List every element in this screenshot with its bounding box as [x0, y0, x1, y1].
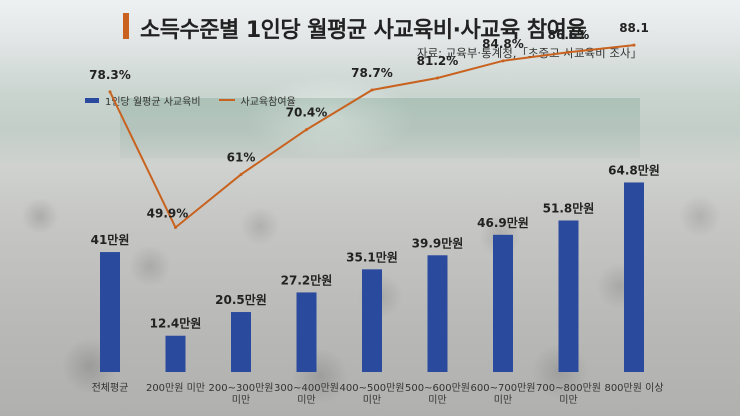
bar: [362, 269, 382, 372]
line-point: [174, 225, 177, 229]
line-value-label: 78.3%: [89, 68, 131, 82]
bar-value-label: 12.4만원: [150, 316, 202, 331]
bar: [100, 252, 120, 372]
x-tick-label: 전체평균: [92, 382, 129, 394]
x-tick-label: 미만: [559, 394, 577, 406]
bar: [427, 255, 448, 372]
bar-value-label: 27.2만원: [281, 272, 333, 287]
bar: [493, 234, 513, 372]
bar-group: [100, 182, 644, 372]
x-tick-label: 800만원 이상: [604, 382, 663, 394]
x-tick-label: 400~500만원: [340, 382, 405, 394]
line-group: [108, 43, 636, 230]
legend: 1인당 월평균 사교육비 사교육참여율: [85, 92, 296, 108]
line-point: [108, 90, 112, 94]
line-value-label: 78.7%: [351, 66, 393, 80]
bar-value-label: 51.8만원: [543, 200, 595, 215]
line-value-label: 61%: [227, 150, 256, 164]
line-value-label: 49.9%: [147, 206, 189, 220]
x-tick-label: 300~400만원: [274, 382, 339, 394]
x-tick-label: 600~700만원: [471, 382, 536, 394]
bar: [296, 292, 317, 372]
line-value-label: 81.2%: [417, 54, 459, 68]
bar-value-label: 41만원: [91, 232, 130, 247]
title-accent-bar: [123, 13, 129, 39]
x-tick-label: 700~800만원: [536, 382, 601, 394]
legend-label-line: 사교육참여율: [240, 96, 296, 108]
line-value-label: 84.8%: [482, 37, 524, 51]
line-point: [632, 43, 636, 47]
x-tick-label: 미만: [363, 394, 381, 406]
line-point: [239, 172, 243, 176]
background-board: [120, 98, 640, 158]
bar: [558, 220, 579, 372]
label-group: 41만원 12.4만원 20.5만원 27.2만원 35.1만원 39.9만원 46.9만원…: [89, 21, 660, 331]
bar-value-label: 46.9만원: [477, 215, 529, 230]
chart-title: 소득수준별 1인당 월평균 사교육비·사교육 참여율: [140, 18, 587, 43]
bar: [231, 312, 251, 372]
x-tick-label: 미만: [428, 394, 446, 406]
bar-value-label: 64.8만원: [608, 162, 660, 177]
legend-swatch-line: [218, 99, 235, 101]
x-tick-label: 200만원 미만: [146, 382, 205, 394]
line-point: [305, 128, 308, 132]
bar: [165, 335, 186, 372]
x-tick-label: 500~600만원: [405, 382, 470, 394]
x-tick-label: 미만: [494, 394, 512, 406]
line-point: [567, 50, 570, 54]
line-value-label: 70.4%: [286, 106, 328, 120]
legend-swatch-bar: [85, 97, 99, 103]
bar: [624, 182, 644, 372]
x-tick-label: 미만: [297, 394, 315, 406]
line-point: [370, 88, 374, 92]
line-value-label: 88.1: [619, 21, 649, 35]
x-tick-label: 200~300만원: [209, 382, 274, 394]
legend-label-bar: 1인당 월평균 사교육비: [105, 96, 201, 108]
line-point: [436, 76, 439, 80]
bar-value-label: 35.1만원: [346, 249, 398, 264]
line-value-label: 86.6%: [548, 28, 590, 42]
bar-value-label: 20.5만원: [215, 292, 267, 307]
x-tick-label: 미만: [232, 394, 250, 406]
x-axis-labels: 전체평균 200만원 미만 200~300만원미만300~400만원미만400~50…: [92, 382, 664, 406]
bar-value-label: 39.9만원: [412, 235, 464, 250]
line-point: [501, 59, 505, 63]
